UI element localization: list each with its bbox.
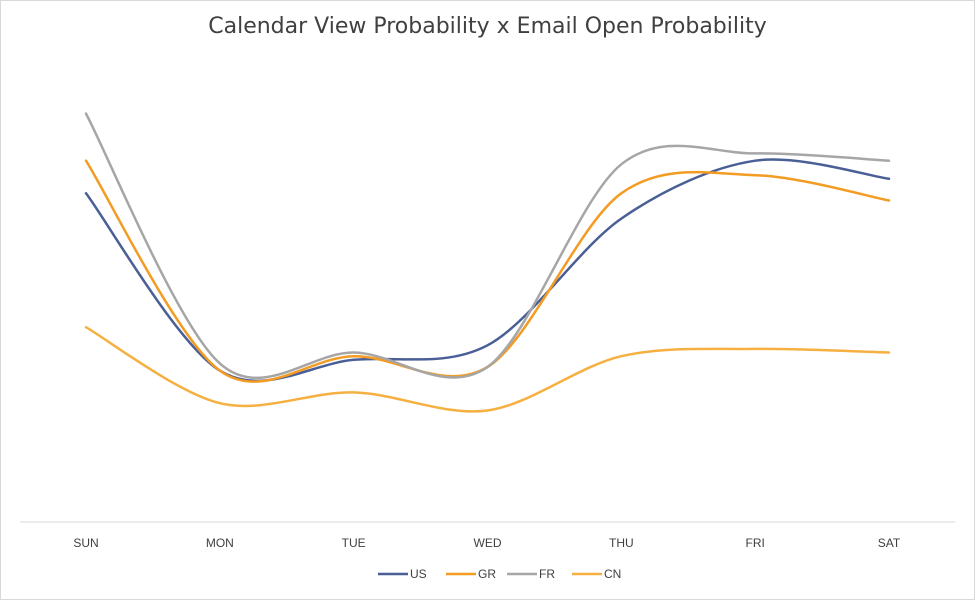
legend-label: US [410, 567, 427, 581]
x-tick-label: MON [206, 536, 234, 550]
x-tick-label: TUE [342, 536, 366, 550]
x-tick-label: THU [609, 536, 634, 550]
x-tick-labels: SUN MON TUE WED THU FRI SAT [73, 536, 901, 550]
legend-item-us: US [378, 567, 427, 581]
x-tick-label: FRI [745, 536, 764, 550]
legend-item-gr: GR [446, 567, 496, 581]
x-tick-label: WED [474, 536, 502, 550]
legend-label: FR [539, 567, 555, 581]
series-layer [84, 112, 891, 413]
series-line-fr [84, 112, 891, 380]
series-line-cn [84, 325, 891, 413]
legend: US GR FR CN [378, 567, 621, 581]
series-line-us [84, 158, 891, 383]
legend-label: CN [604, 567, 621, 581]
legend-item-cn: CN [572, 567, 621, 581]
x-tick-label: SAT [878, 536, 901, 550]
x-tick-label: SUN [73, 536, 98, 550]
legend-item-fr: FR [507, 567, 555, 581]
legend-label: GR [478, 567, 496, 581]
chart-title: Calendar View Probability x Email Open P… [208, 14, 767, 39]
